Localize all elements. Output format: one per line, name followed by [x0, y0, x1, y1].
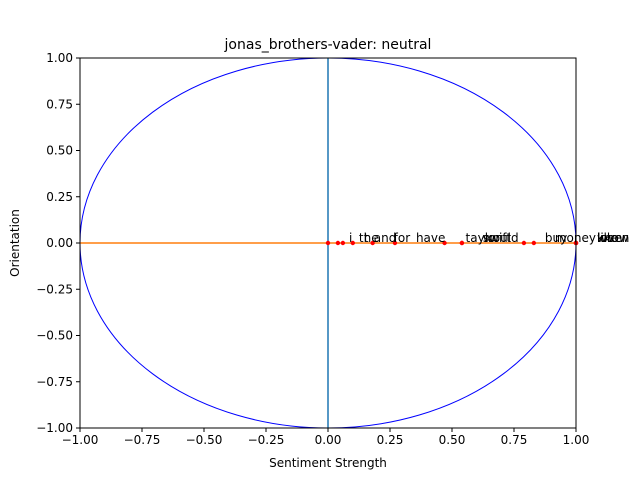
y-tick-label: −0.75 — [36, 375, 73, 389]
data-point — [340, 240, 346, 246]
point-label: swift — [483, 231, 511, 245]
point-label: the — [359, 231, 379, 245]
y-axis-title: Orientation — [8, 209, 22, 277]
data-point — [370, 240, 375, 246]
point-label: know — [597, 231, 629, 245]
point-label: and — [374, 231, 397, 245]
point-label: like — [597, 231, 618, 245]
data-point — [350, 240, 355, 246]
point-label: buy — [545, 231, 567, 245]
data-point — [521, 240, 527, 246]
x-tick-label: 1.00 — [563, 433, 590, 447]
x-tick-label: 0.50 — [439, 433, 466, 447]
x-tick-label: −1.00 — [62, 433, 99, 447]
x-tick-label: 0.75 — [501, 433, 528, 447]
y-tick-label: 0.50 — [46, 144, 73, 158]
data-point — [459, 240, 465, 246]
data-point — [531, 240, 537, 246]
data-point — [442, 240, 447, 246]
y-tick-label: 1.00 — [46, 51, 73, 65]
x-tick-label: −0.25 — [248, 433, 285, 447]
y-tick-label: −1.00 — [36, 421, 73, 435]
y-tick-label: −0.25 — [36, 282, 73, 296]
point-label: for — [394, 231, 411, 245]
point-label: money — [555, 231, 596, 245]
data-point — [392, 240, 398, 246]
chart-title: jonas_brothers-vader: neutral — [224, 37, 432, 53]
point-label: t — [364, 231, 369, 245]
y-tick-label: 0.25 — [46, 190, 73, 204]
y-tick-label: 0.00 — [46, 236, 73, 250]
point-label: i — [349, 231, 352, 245]
x-tick-label: 0.00 — [315, 433, 342, 447]
data-point — [335, 240, 341, 246]
data-point — [325, 240, 331, 246]
y-tick-label: −0.50 — [36, 329, 73, 343]
point-label: taylor — [466, 231, 501, 245]
x-tick-label: 0.25 — [377, 433, 404, 447]
point-label: would — [483, 231, 519, 245]
x-axis-title: Sentiment Strength — [269, 456, 387, 470]
point-label: have — [416, 231, 445, 245]
y-tick-label: 0.75 — [46, 97, 73, 111]
x-tick-label: −0.75 — [124, 433, 161, 447]
point-label: when — [597, 231, 629, 245]
x-tick-label: −0.50 — [186, 433, 223, 447]
point-label: love — [597, 231, 622, 245]
